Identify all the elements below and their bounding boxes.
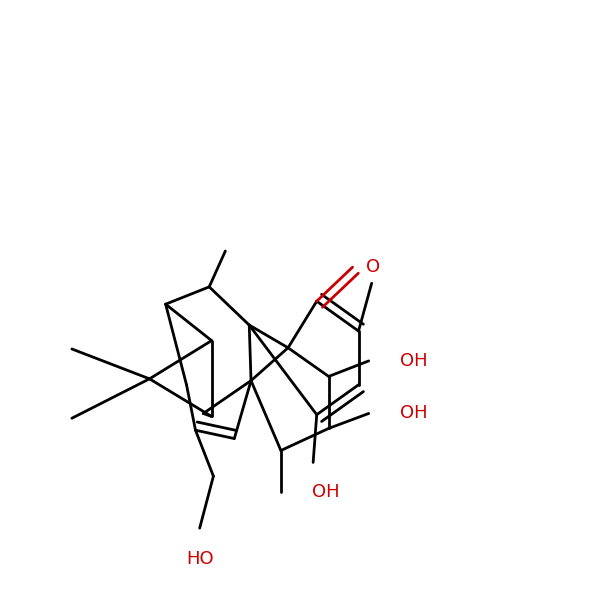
Text: HO: HO xyxy=(186,550,214,568)
Text: OH: OH xyxy=(400,352,427,370)
Text: O: O xyxy=(365,258,380,276)
Text: OH: OH xyxy=(400,404,427,422)
Text: OH: OH xyxy=(312,484,340,502)
